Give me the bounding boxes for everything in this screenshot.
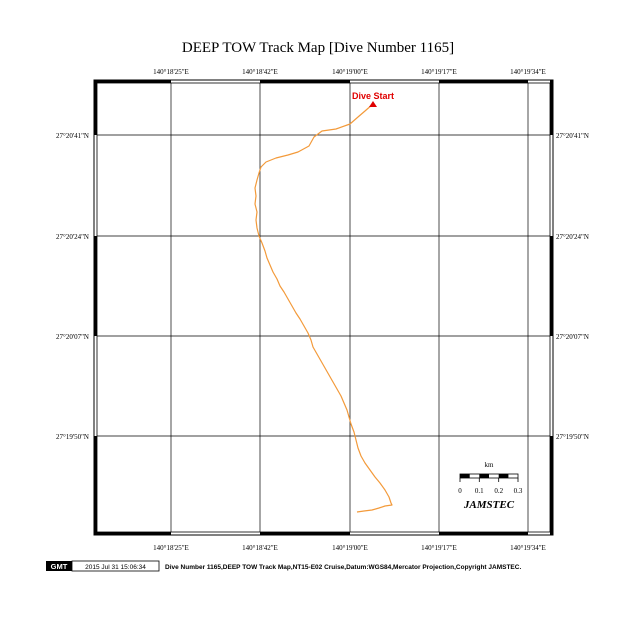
graticule <box>97 83 550 532</box>
scale-unit: km <box>485 461 495 469</box>
lat-label-left: 27°20'07"N <box>56 333 89 341</box>
lat-label-left: 27°19'50"N <box>56 433 89 441</box>
lon-label-top: 140°19'00"E <box>332 68 368 76</box>
lat-label-right: 27°19'50"N <box>556 433 589 441</box>
lon-label-bottom: 140°19'00"E <box>332 544 368 552</box>
footer-caption: Dive Number 1165,DEEP TOW Track Map,NT15… <box>165 564 521 571</box>
lat-label-left: 27°20'41"N <box>56 132 89 140</box>
timestamp-box <box>71 560 160 572</box>
lon-label-top: 140°19'17"E <box>421 68 457 76</box>
map-area <box>96 82 551 533</box>
map-title: DEEP TOW Track Map [Dive Number 1165] <box>182 40 454 56</box>
scale-bar: km 0 0.1 0.2 0.3 <box>458 461 523 495</box>
lat-label-left: 27°20'24"N <box>56 233 89 241</box>
lon-label-bottom: 140°19'17"E <box>421 544 457 552</box>
lon-label-bottom: 140°19'34"E <box>510 544 546 552</box>
gmt-logo-box <box>46 561 72 571</box>
lat-label-right: 27°20'24"N <box>556 233 589 241</box>
lon-label-top: 140°18'42"E <box>242 68 278 76</box>
lon-label-bottom: 140°18'25"E <box>153 544 189 552</box>
timestamp: 2015 Jul 31 15:06:34 <box>85 564 146 571</box>
scale-label: 0.1 <box>475 487 484 495</box>
scale-label: 0 <box>458 487 462 495</box>
jamstec-logo-text: JAMSTEC <box>463 499 515 511</box>
lat-label-right: 27°20'41"N <box>556 132 589 140</box>
frame-ticks <box>94 80 553 535</box>
lat-label-right: 27°20'07"N <box>556 333 589 341</box>
gmt-logo: GMT <box>51 562 68 571</box>
scale-label: 0.3 <box>514 487 523 495</box>
footer: GMT 2015 Jul 31 15:06:34 Dive Number 116… <box>46 560 521 572</box>
dive-track-line <box>254 103 393 513</box>
lon-label-top: 140°19'34"E <box>510 68 546 76</box>
lon-label-top: 140°18'25"E <box>153 68 189 76</box>
lon-label-bottom: 140°18'42"E <box>242 544 278 552</box>
scale-label: 0.2 <box>494 487 503 495</box>
dive-start-label: Dive Start <box>352 91 394 101</box>
dive-start-marker <box>369 101 377 107</box>
